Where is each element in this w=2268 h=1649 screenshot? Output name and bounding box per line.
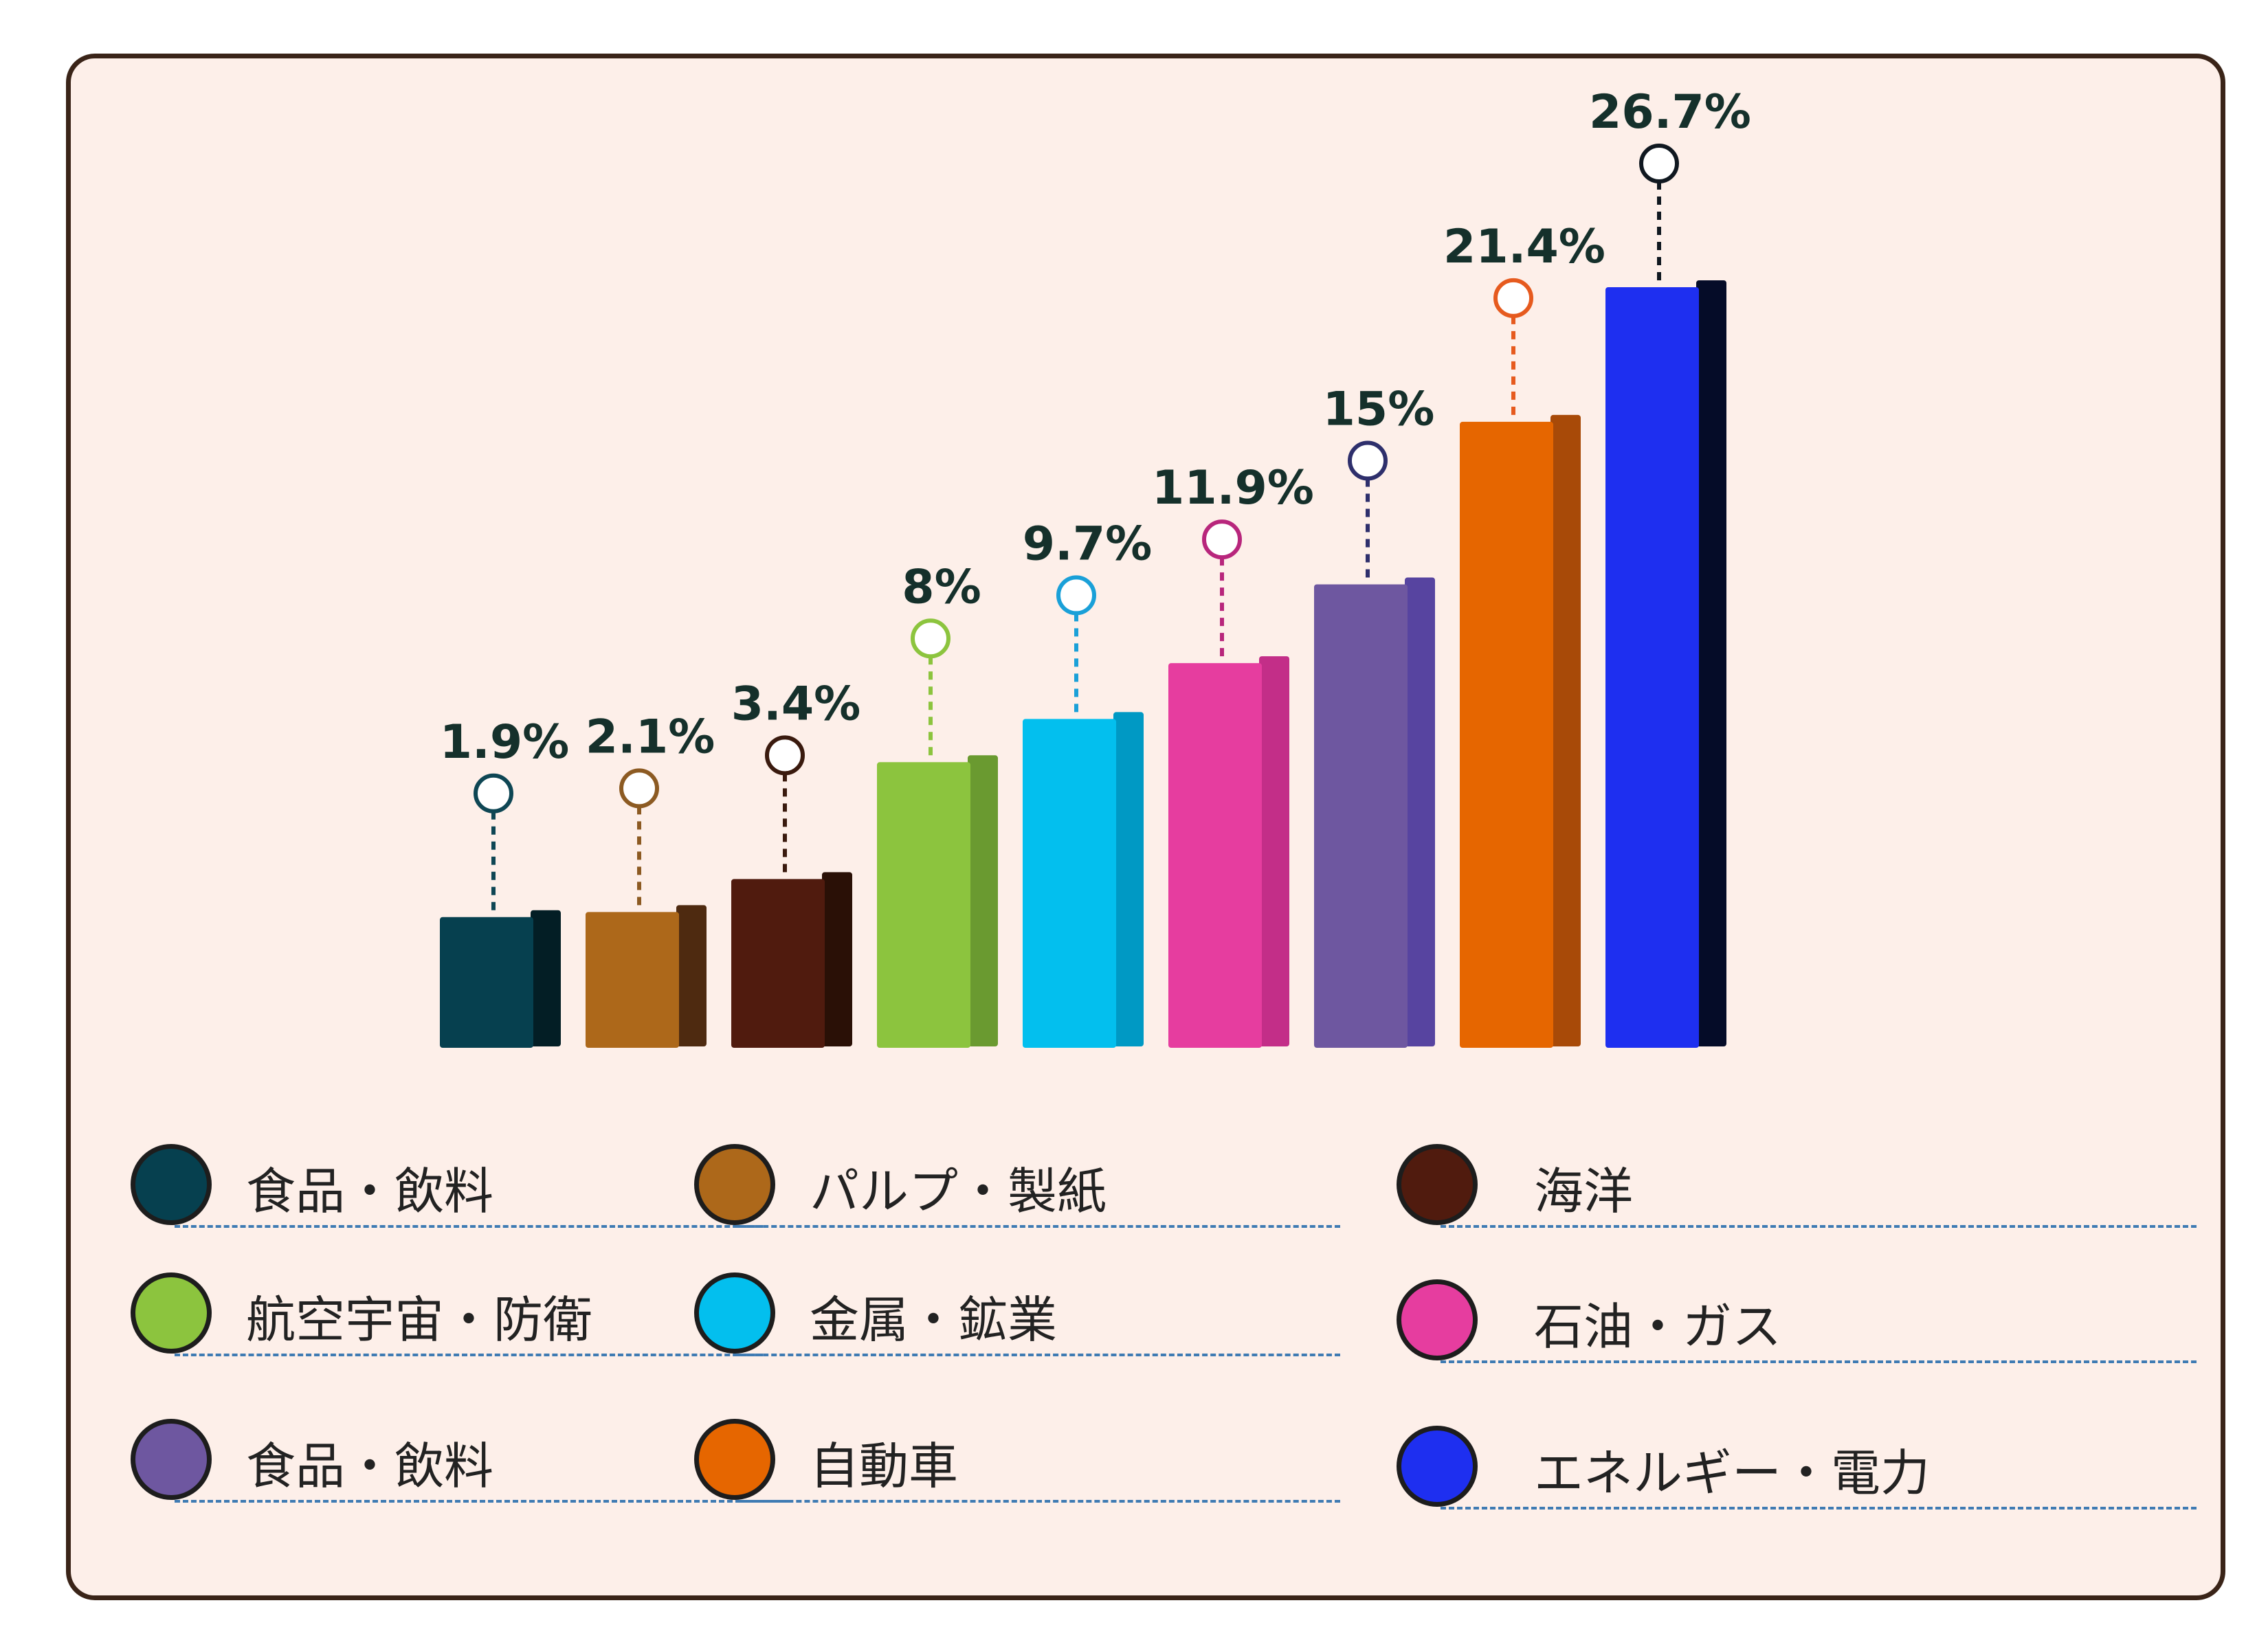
legend-divider (1441, 1507, 2197, 1510)
legend-label: 金属・鉱業 (810, 1291, 1058, 1349)
legend-swatch (131, 1144, 212, 1225)
data-label: 8% (902, 560, 981, 614)
bar-side (531, 910, 561, 1046)
data-label: 15% (1323, 383, 1435, 437)
bar-marker (619, 768, 659, 809)
legend-divider (738, 1225, 1340, 1228)
legend-swatch (694, 1419, 775, 1500)
legend-label: 食品・飲料 (246, 1437, 494, 1495)
bar (1168, 663, 1262, 1048)
bar-marker (1639, 144, 1679, 183)
bar (1460, 421, 1553, 1048)
legend-divider (738, 1500, 1340, 1503)
legend-label: 航空宇宙・防衛 (246, 1291, 593, 1349)
data-label: 2.1% (586, 710, 715, 764)
bar (731, 879, 825, 1048)
legend-divider (738, 1354, 1340, 1356)
chart-panel (66, 54, 2225, 1600)
data-label: 21.4% (1443, 220, 1605, 274)
bar-marker (765, 735, 805, 776)
bar-side (676, 905, 707, 1046)
bar-marker (474, 773, 513, 814)
legend-swatch (131, 1272, 212, 1354)
bar (1605, 287, 1699, 1048)
bar-side (1550, 414, 1581, 1046)
bar (877, 762, 970, 1048)
data-label: 3.4% (731, 677, 861, 731)
bar-marker (1493, 278, 1533, 318)
legend-label: 自動車 (810, 1437, 959, 1495)
data-label: 26.7% (1589, 85, 1751, 139)
legend-divider (175, 1225, 763, 1228)
legend-label: エネルギー・電力 (1534, 1444, 1931, 1502)
legend-divider (1441, 1225, 2197, 1228)
bar-side (968, 755, 998, 1046)
legend-divider (175, 1354, 763, 1356)
bar (440, 917, 533, 1048)
legend-label: パルプ・製紙 (810, 1163, 1107, 1220)
legend-label: 海洋 (1534, 1163, 1634, 1220)
bar-side (1405, 577, 1435, 1046)
legend-swatch (131, 1419, 212, 1500)
legend-swatch (1397, 1426, 1478, 1507)
bar-side (1113, 712, 1144, 1046)
bar-side (1259, 656, 1289, 1046)
bar-marker (1202, 519, 1242, 560)
legend-swatch (1397, 1279, 1478, 1360)
bar-side (822, 872, 852, 1046)
bar-side (1696, 280, 1726, 1046)
data-label: 11.9% (1152, 461, 1314, 515)
bar-marker (911, 618, 950, 659)
legend-divider (175, 1500, 790, 1503)
bar (1314, 584, 1408, 1048)
bar-marker (1056, 575, 1096, 616)
data-label: 1.9% (440, 715, 570, 770)
bar (586, 912, 679, 1048)
legend-swatch (694, 1272, 775, 1354)
data-label: 9.7% (1023, 517, 1153, 571)
bar-marker (1348, 440, 1388, 481)
legend-label: 食品・飲料 (246, 1163, 494, 1220)
legend-label: 石油・ガス (1534, 1298, 1782, 1356)
bar-chart: 1.9% 2.1% 3.4% 8% 9.7%11.9%15% 21.4% 26.7% (440, 85, 1751, 1048)
legend-swatch (1397, 1144, 1478, 1225)
legend-divider (1441, 1360, 2197, 1363)
bar (1023, 719, 1116, 1048)
legend-swatch (694, 1144, 775, 1225)
